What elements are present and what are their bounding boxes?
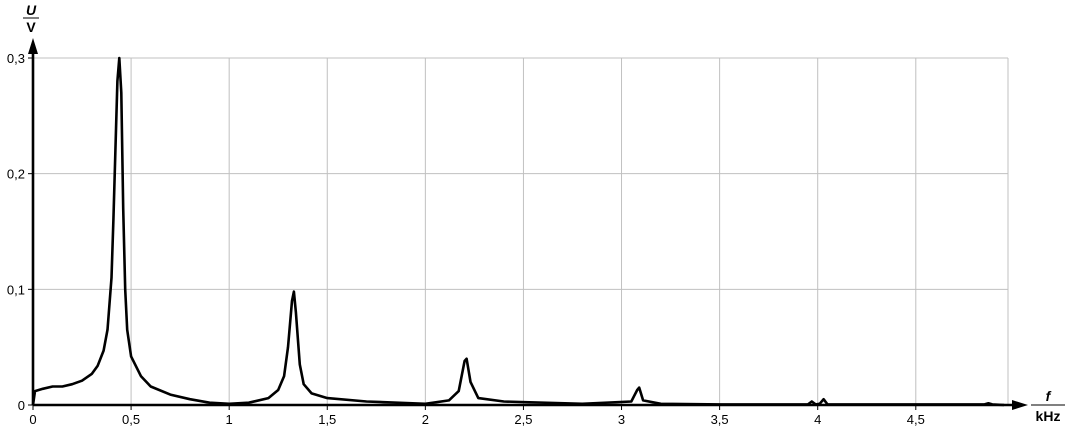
y-label-symbol: U [26, 2, 37, 18]
x-tick-label: 1 [226, 412, 233, 427]
x-tick-label: 2 [422, 412, 429, 427]
axes [28, 38, 1028, 410]
x-axis-label: f kHz [1031, 388, 1065, 424]
y-tick-label: 0,2 [7, 167, 25, 182]
y-tick-label: 0 [18, 398, 25, 413]
x-tick-label: 3,5 [711, 412, 729, 427]
tick-labels: 0 0,5 1 1,5 2 2,5 3 3,5 4 4,5 0 0,1 0,2 0,3 [7, 51, 925, 427]
x-tick-label: 3 [618, 412, 625, 427]
x-label-symbol: f [1046, 388, 1052, 404]
x-axis-arrow-icon [1012, 400, 1028, 410]
series-line [31, 56, 1005, 407]
x-tick-label: 0,5 [122, 412, 140, 427]
x-tick-label: 4,5 [907, 412, 925, 427]
y-axis-arrow-icon [28, 38, 38, 54]
x-tick-label: 0 [29, 412, 36, 427]
y-label-unit: V [26, 19, 36, 35]
y-tick-label: 0,3 [7, 51, 25, 66]
x-tick-label: 2,5 [514, 412, 532, 427]
x-label-unit: kHz [1036, 408, 1061, 424]
x-tick-label: 4 [814, 412, 821, 427]
x-tick-label: 1,5 [318, 412, 336, 427]
y-tick-label: 0,1 [7, 282, 25, 297]
y-axis-label: U V [23, 2, 39, 35]
grid [33, 57, 1009, 405]
